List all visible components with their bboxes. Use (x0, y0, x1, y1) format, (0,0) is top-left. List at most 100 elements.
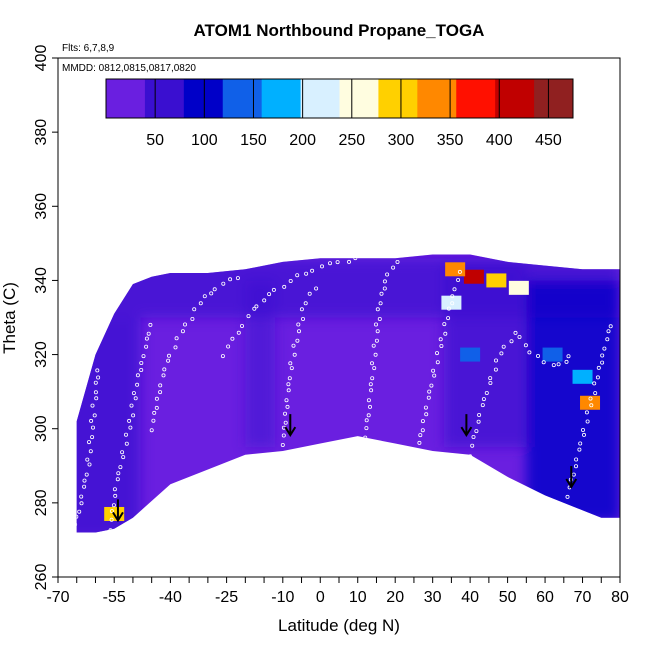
sample-point (374, 338, 379, 343)
sample-point (283, 420, 288, 425)
colorbar-tick-label: 250 (338, 132, 365, 149)
sample-point (523, 343, 528, 348)
sample-point (565, 494, 570, 499)
sample-point (286, 388, 291, 393)
sample-point (600, 360, 605, 365)
sample-point (235, 276, 240, 281)
hot-spot-arctic-spot (580, 395, 601, 410)
colorbar-swatch (183, 79, 224, 118)
sample-point (282, 411, 287, 416)
track-3 (149, 276, 240, 433)
sample-point (84, 472, 89, 477)
colorbar-tick-label: 400 (486, 132, 513, 149)
sample-point (379, 291, 384, 296)
sample-point (295, 273, 300, 278)
sample-point (82, 478, 87, 483)
sample-point (112, 487, 117, 492)
sample-point (109, 517, 114, 522)
sample-point (148, 322, 153, 327)
sample-point (452, 287, 457, 292)
hot-spot-plume-core (463, 269, 484, 284)
y-tick-label: 340 (33, 267, 50, 294)
sample-point (429, 383, 434, 388)
x-tick-label: 50 (499, 589, 517, 606)
sample-point (314, 286, 319, 291)
sample-point (128, 425, 133, 430)
sample-point (423, 405, 428, 410)
sample-point (375, 307, 380, 312)
sample-point (434, 351, 439, 356)
x-tick-label: 60 (536, 589, 554, 606)
x-tick-label: -40 (159, 589, 182, 606)
sample-point (173, 345, 178, 350)
hot-spot-plume-edge (445, 262, 466, 277)
sample-point (395, 259, 400, 264)
sample-point (252, 306, 257, 311)
colorbar: 50 100 150 200 250 300 350 400 450 (105, 78, 574, 149)
hot-spot-north-blue (542, 347, 563, 362)
sample-point (300, 316, 305, 321)
sample-point (285, 404, 290, 409)
sample-point (588, 396, 593, 401)
sample-point (135, 373, 140, 378)
sample-point (281, 433, 286, 438)
colorbar-swatch (261, 79, 302, 118)
sample-point (174, 336, 179, 341)
sample-point (307, 291, 312, 296)
sample-point (509, 339, 514, 344)
sample-point (149, 428, 154, 433)
south-band (76, 317, 141, 533)
y-axis-label: Theta (C) (0, 282, 19, 354)
sample-point (415, 450, 420, 455)
sample-point (418, 433, 423, 438)
sample-point (254, 304, 259, 309)
sample-point (484, 390, 489, 395)
sample-point (141, 354, 146, 359)
sample-point (450, 294, 455, 299)
track-2 (108, 322, 153, 533)
sample-point (154, 405, 159, 410)
sample-point (477, 412, 482, 417)
dates-note: MMDD: 0812,0815,0817,0820 (62, 63, 196, 74)
y-tick-label: 280 (33, 489, 50, 516)
sample-point (280, 442, 285, 447)
sample-point (236, 330, 241, 335)
sample-point (286, 382, 291, 387)
north-band (526, 280, 620, 522)
sample-point (90, 403, 95, 408)
sample-point (366, 398, 371, 403)
colorbar-frame (105, 78, 574, 119)
sample-point (116, 471, 121, 476)
sample-point (220, 354, 225, 359)
sample-point (584, 410, 589, 415)
sample-point (93, 390, 98, 395)
sample-point (226, 344, 231, 349)
sample-point (443, 331, 448, 336)
sample-point (471, 434, 476, 439)
sample-point (79, 494, 84, 499)
hot-spot-plume-low (441, 295, 462, 310)
sample-point (480, 403, 485, 408)
hot-spot-plume-east (486, 273, 507, 288)
sample-point (420, 428, 425, 433)
sample-point (289, 366, 294, 371)
sample-point (457, 269, 462, 274)
sample-point (202, 294, 207, 299)
sample-point (470, 443, 475, 448)
sample-point (124, 441, 129, 446)
sample-point (595, 375, 600, 380)
sample-point (190, 316, 195, 321)
sample-point (391, 265, 396, 270)
sample-point (372, 366, 377, 371)
sample-point (310, 268, 315, 273)
colorbar-swatch (222, 79, 263, 118)
colorbar-tick-label: 150 (240, 132, 267, 149)
sample-point (239, 323, 244, 328)
sample-point (71, 532, 74, 535)
sample-point (121, 455, 126, 460)
colorbar-swatch (495, 79, 535, 118)
sample-point (182, 322, 187, 327)
sample-point (488, 380, 493, 385)
colorbar-swatch (339, 79, 379, 118)
sample-point (192, 307, 197, 312)
